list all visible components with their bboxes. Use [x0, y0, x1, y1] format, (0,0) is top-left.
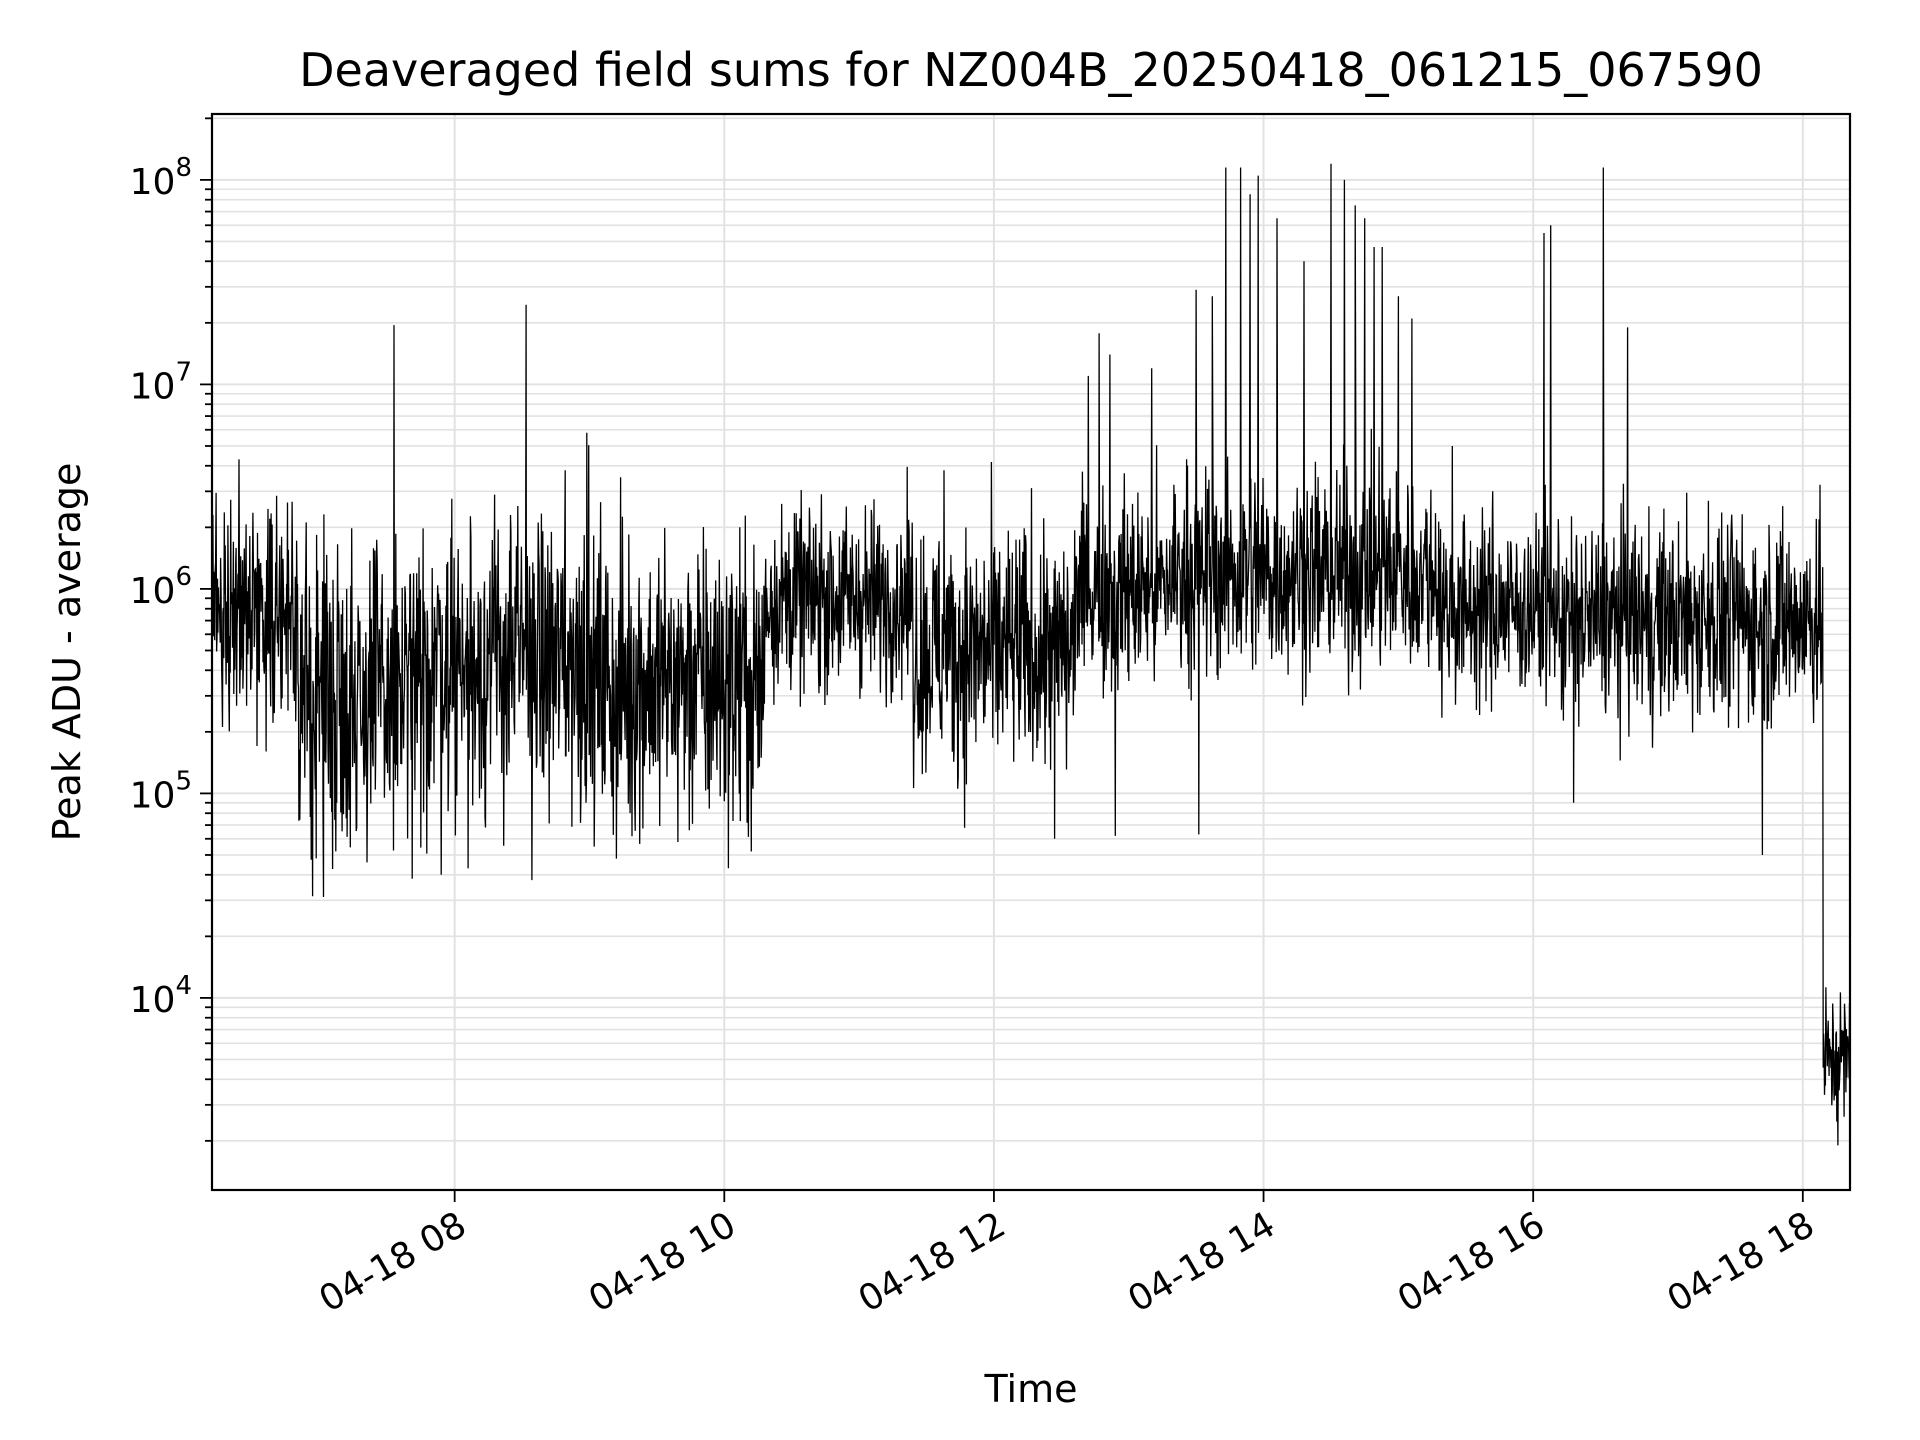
- y-tick-label: 104: [130, 971, 192, 1021]
- x-tick-label: 04-18 12: [852, 1204, 1013, 1320]
- y-axis-label: Peak ADU - average: [45, 463, 89, 842]
- series-line: [212, 163, 1850, 1146]
- x-axis: 04-18 08 04-18 10 04-18 12 04-18 14 04-18 16…: [312, 1190, 1821, 1321]
- x-tick-label: 04-18 16: [1391, 1204, 1552, 1320]
- plot-area: [212, 163, 1850, 1146]
- y-axis: 104 105 106 107 108: [130, 117, 212, 1142]
- y-tick-label: 107: [130, 357, 192, 407]
- x-tick-label: 04-18 18: [1661, 1204, 1822, 1320]
- chart-title: Deaveraged field sums for NZ004B_2025041…: [299, 43, 1763, 97]
- x-axis-label: Time: [984, 1367, 1078, 1411]
- y-tick-label: 106: [130, 562, 192, 612]
- x-tick-label: 04-18 08: [312, 1204, 473, 1320]
- x-tick-label: 04-18 10: [582, 1204, 743, 1320]
- y-tick-label: 108: [130, 153, 192, 203]
- plot-frame: [210, 112, 1852, 1192]
- x-tick-label: 04-18 14: [1121, 1204, 1282, 1320]
- y-tick-label: 105: [130, 766, 192, 816]
